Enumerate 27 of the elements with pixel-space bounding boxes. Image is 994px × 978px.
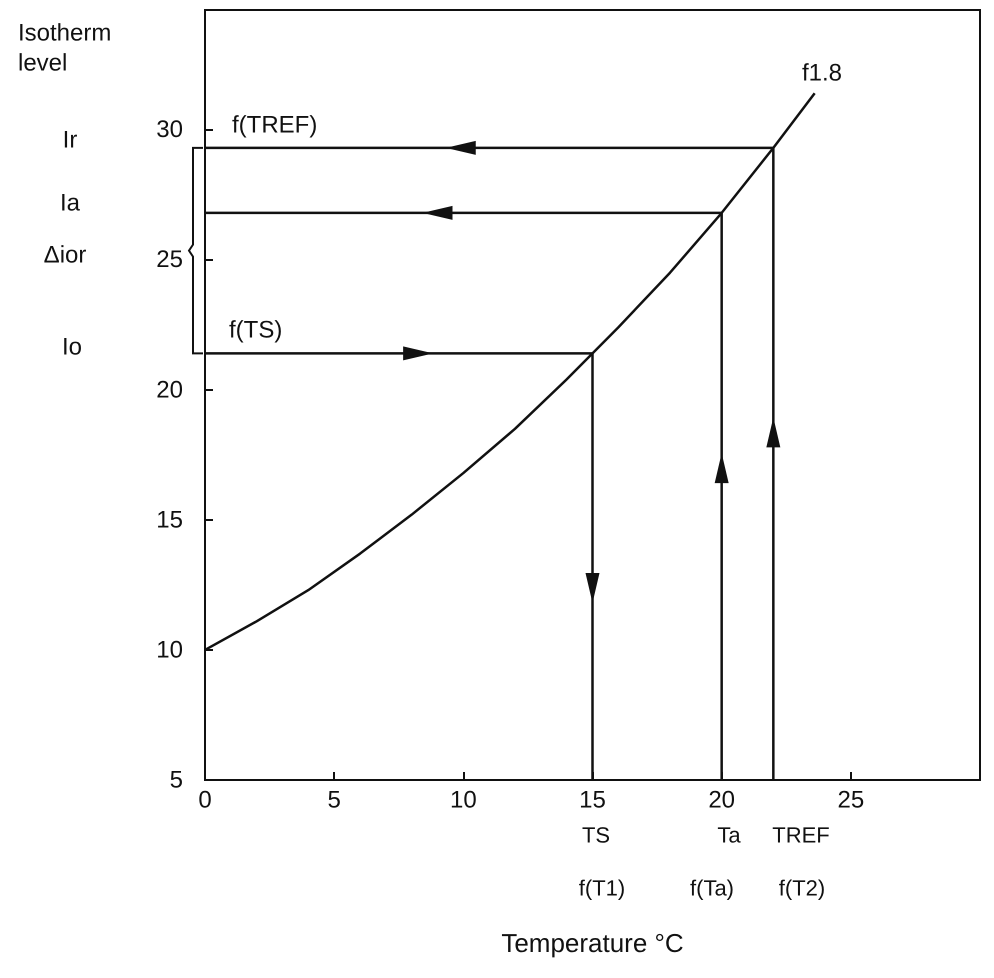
text: Io [62,334,82,360]
annotation: f(TS) [229,316,282,344]
x-tick-label: 15 [579,786,606,814]
x-tick-label: 10 [450,786,477,814]
x-tick-label: 20 [708,786,736,814]
text: Ir [62,126,78,154]
y-tick-label: 5 [170,766,183,794]
text: TS [582,822,610,848]
y-tick-label: 15 [156,506,183,534]
x-tick-label: 5 [327,786,341,814]
x-tick-label: 25 [837,786,864,814]
text: Ta [717,822,742,848]
text: TREF [772,822,830,848]
y-tick-label: 25 [156,246,183,274]
y-tick-label: 20 [156,376,183,404]
annotation: f(TREF) [232,112,318,138]
x-axis-title: Temperature °C [501,928,684,958]
text: Ia [60,190,81,216]
y-axis-title: Isotherm level [18,20,118,76]
annotation: f1.8 [802,60,842,86]
y-tick-label: 10 [156,636,183,664]
text: f(T1) [578,876,626,900]
y-tick-label: 30 [156,116,183,144]
text: Δior [44,242,86,268]
x-tick-label: 0 [198,786,212,814]
text: f(T2) [778,876,826,900]
text: f(Ta) [690,876,734,900]
